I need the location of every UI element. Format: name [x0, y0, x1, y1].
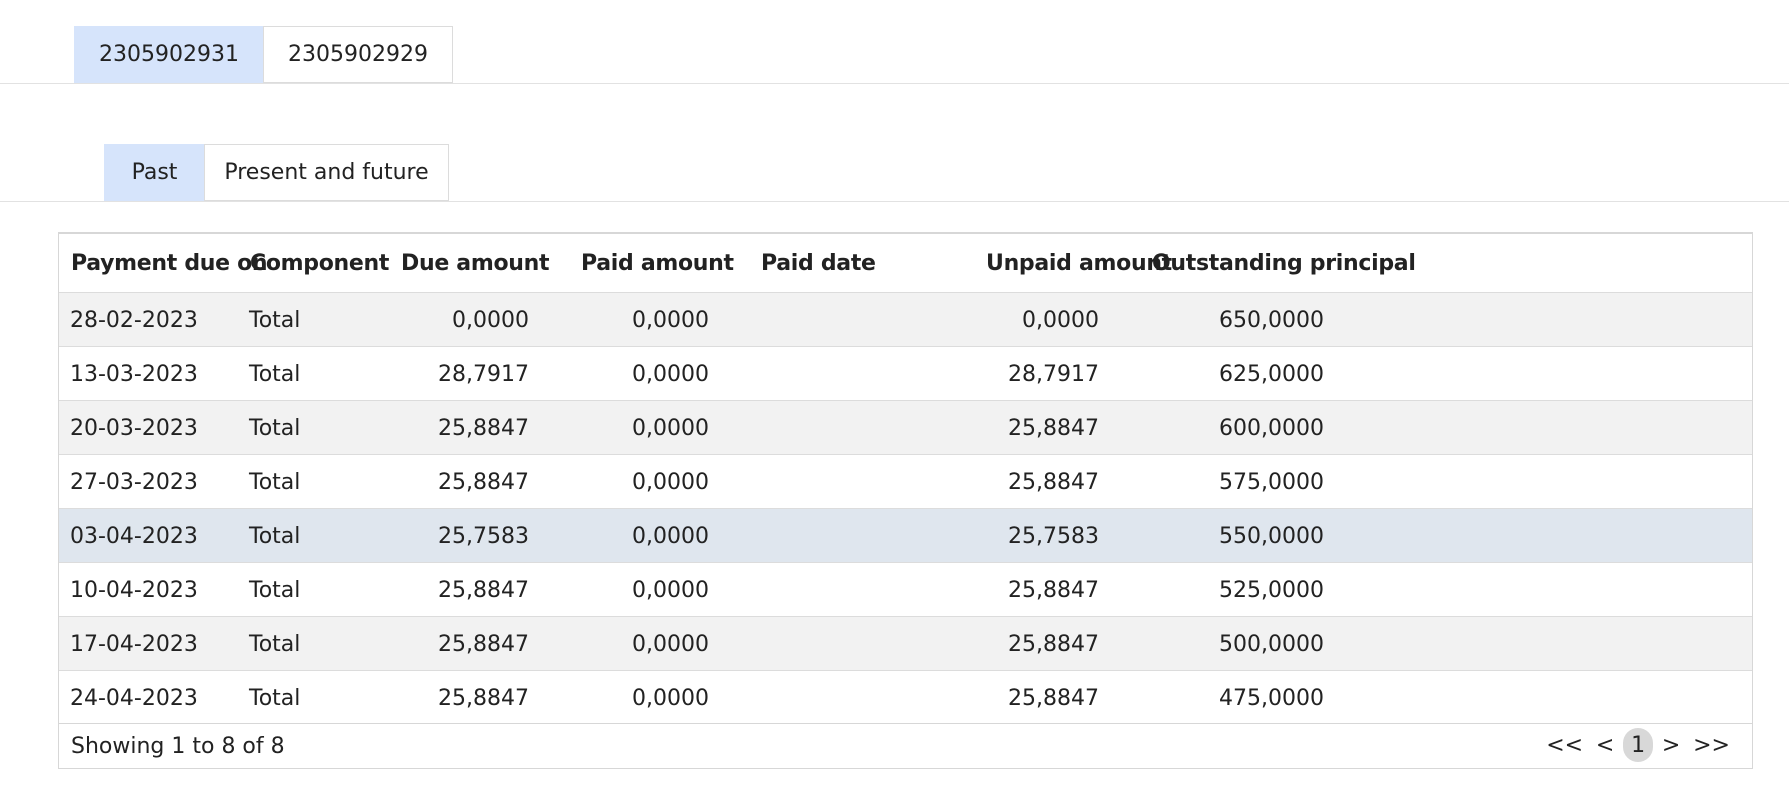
- cell-due-amount: 25,8847: [438, 686, 529, 711]
- cell-paid-amount: 0,0000: [632, 308, 709, 333]
- cell-paid-amount: 0,0000: [632, 470, 709, 495]
- cell-due-amount: 25,8847: [438, 578, 529, 603]
- prev-page-button[interactable]: <: [1595, 732, 1615, 758]
- table-row[interactable]: 17-04-2023 Total 25,8847 0,0000 25,8847 …: [59, 616, 1752, 670]
- cell-component: Total: [249, 362, 301, 387]
- cell-due-amount: 25,8847: [438, 632, 529, 657]
- next-page-button[interactable]: >: [1661, 732, 1681, 758]
- cell-unpaid-amount: 25,8847: [1008, 578, 1099, 603]
- cell-paid-amount: 0,0000: [632, 578, 709, 603]
- cell-date: 13-03-2023: [70, 362, 198, 387]
- tab-label: Present and future: [224, 160, 429, 185]
- cell-outstanding-principal: 600,0000: [1219, 416, 1324, 441]
- cell-date: 24-04-2023: [70, 686, 198, 711]
- cell-outstanding-principal: 575,0000: [1219, 470, 1324, 495]
- cell-paid-amount: 0,0000: [632, 362, 709, 387]
- table-row[interactable]: 20-03-2023 Total 25,8847 0,0000 25,8847 …: [59, 400, 1752, 454]
- header-due-amount[interactable]: Due amount: [401, 251, 550, 276]
- cell-due-amount: 25,8847: [438, 470, 529, 495]
- cell-component: Total: [249, 524, 301, 549]
- cell-date: 20-03-2023: [70, 416, 198, 441]
- cell-due-amount: 0,0000: [452, 308, 529, 333]
- cell-component: Total: [249, 578, 301, 603]
- divider: [0, 201, 1789, 202]
- cell-outstanding-principal: 625,0000: [1219, 362, 1324, 387]
- tab-present-and-future[interactable]: Present and future: [204, 144, 449, 201]
- cell-component: Total: [249, 416, 301, 441]
- cell-unpaid-amount: 25,7583: [1008, 524, 1099, 549]
- cell-date: 17-04-2023: [70, 632, 198, 657]
- cell-paid-amount: 0,0000: [632, 632, 709, 657]
- table-row[interactable]: 28-02-2023 Total 0,0000 0,0000 0,0000 65…: [59, 292, 1752, 346]
- table-row[interactable]: 24-04-2023 Total 25,8847 0,0000 25,8847 …: [59, 670, 1752, 724]
- cell-date: 27-03-2023: [70, 470, 198, 495]
- header-payment-due-on[interactable]: Payment due on: [71, 251, 268, 276]
- period-tabs: Past Present and future: [104, 144, 449, 201]
- cell-component: Total: [249, 470, 301, 495]
- header-paid-date[interactable]: Paid date: [761, 251, 876, 276]
- cell-outstanding-principal: 650,0000: [1219, 308, 1324, 333]
- header-outstanding-principal[interactable]: Outstanding principal: [1152, 251, 1416, 276]
- pagination-info: Showing 1 to 8 of 8: [71, 734, 285, 759]
- cell-due-amount: 28,7917: [438, 362, 529, 387]
- table-row[interactable]: 13-03-2023 Total 28,7917 0,0000 28,7917 …: [59, 346, 1752, 400]
- cell-date: 28-02-2023: [70, 308, 198, 333]
- payment-schedule-table: Payment due on Component Due amount Paid…: [58, 232, 1753, 769]
- pagination: << < 1 > >>: [1542, 728, 1734, 762]
- cell-unpaid-amount: 28,7917: [1008, 362, 1099, 387]
- cell-paid-amount: 0,0000: [632, 686, 709, 711]
- last-page-button[interactable]: >>: [1693, 732, 1730, 758]
- tab-account-2[interactable]: 2305902929: [263, 26, 453, 83]
- table-row[interactable]: 10-04-2023 Total 25,8847 0,0000 25,8847 …: [59, 562, 1752, 616]
- table-header: Payment due on Component Due amount Paid…: [59, 233, 1752, 292]
- table-row[interactable]: 03-04-2023 Total 25,7583 0,0000 25,7583 …: [59, 508, 1752, 562]
- page-button-current[interactable]: 1: [1623, 728, 1654, 762]
- cell-outstanding-principal: 525,0000: [1219, 578, 1324, 603]
- tab-past[interactable]: Past: [104, 144, 205, 201]
- cell-unpaid-amount: 0,0000: [1022, 308, 1099, 333]
- table-footer: Showing 1 to 8 of 8 << < 1 > >>: [59, 723, 1752, 768]
- cell-outstanding-principal: 475,0000: [1219, 686, 1324, 711]
- cell-unpaid-amount: 25,8847: [1008, 686, 1099, 711]
- header-paid-amount[interactable]: Paid amount: [581, 251, 734, 276]
- cell-component: Total: [249, 308, 301, 333]
- tab-account-1[interactable]: 2305902931: [74, 26, 264, 83]
- cell-paid-amount: 0,0000: [632, 416, 709, 441]
- tab-label: Past: [131, 160, 178, 185]
- cell-unpaid-amount: 25,8847: [1008, 470, 1099, 495]
- cell-date: 10-04-2023: [70, 578, 198, 603]
- cell-paid-amount: 0,0000: [632, 524, 709, 549]
- cell-component: Total: [249, 686, 301, 711]
- cell-outstanding-principal: 550,0000: [1219, 524, 1324, 549]
- cell-due-amount: 25,8847: [438, 416, 529, 441]
- cell-outstanding-principal: 500,0000: [1219, 632, 1324, 657]
- cell-unpaid-amount: 25,8847: [1008, 416, 1099, 441]
- header-unpaid-amount[interactable]: Unpaid amount: [986, 251, 1172, 276]
- tab-label: 2305902929: [288, 42, 428, 67]
- cell-date: 03-04-2023: [70, 524, 198, 549]
- first-page-button[interactable]: <<: [1546, 732, 1584, 758]
- header-component[interactable]: Component: [250, 251, 390, 276]
- divider: [0, 83, 1789, 84]
- table-row[interactable]: 27-03-2023 Total 25,8847 0,0000 25,8847 …: [59, 454, 1752, 508]
- cell-component: Total: [249, 632, 301, 657]
- cell-due-amount: 25,7583: [438, 524, 529, 549]
- account-tabs: 2305902931 2305902929: [74, 26, 453, 83]
- tab-label: 2305902931: [99, 42, 239, 67]
- cell-unpaid-amount: 25,8847: [1008, 632, 1099, 657]
